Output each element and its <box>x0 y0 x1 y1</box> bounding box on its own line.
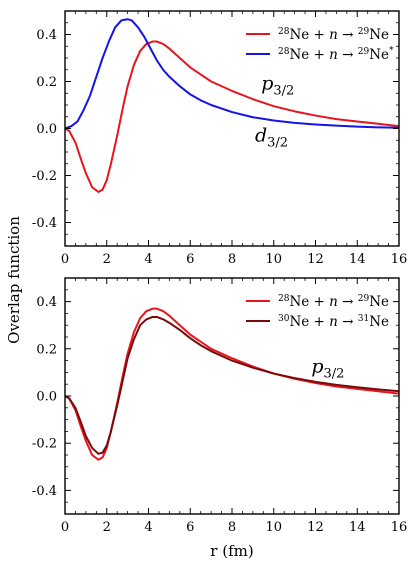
x-tick-label: 16 <box>391 520 408 535</box>
series-line-2 <box>65 315 399 455</box>
legend-entry: 28Ne + n → 29Ne <box>278 294 389 310</box>
orbital-annotation: d3/2 <box>255 124 288 150</box>
y-tick-label: -0.4 <box>32 484 57 499</box>
x-tick-label: 10 <box>265 252 282 267</box>
series-line-1 <box>65 40 399 193</box>
x-tick-label: 2 <box>103 520 111 535</box>
x-tick-label: 14 <box>349 520 366 535</box>
y-tick-label: 0.2 <box>36 75 57 90</box>
x-axis-label: r (fm) <box>210 542 253 560</box>
orbital-annotation: p3/2 <box>311 355 344 381</box>
x-tick-label: 12 <box>307 520 324 535</box>
y-tick-label: 0.0 <box>36 390 57 405</box>
orbital-annotation: p3/2 <box>261 73 294 99</box>
x-tick-label: 10 <box>265 520 282 535</box>
legend-entry: 30Ne + n → 31Ne <box>278 314 389 330</box>
x-tick-label: 12 <box>307 252 324 267</box>
x-tick-label: 6 <box>186 252 194 267</box>
legend-entry: 28Ne + n → 29Ne* <box>278 46 394 63</box>
x-tick-label: 2 <box>103 252 111 267</box>
y-tick-label: -0.4 <box>32 216 57 231</box>
x-tick-label: 0 <box>61 520 69 535</box>
x-tick-label: 14 <box>349 252 366 267</box>
top-panel: 0 2 4 6 8 10 12 14 16 -0.4 -0.2 0.0 0.2 0.4 28Ne + n →… <box>32 10 408 267</box>
y-tick-label: 0.0 <box>36 122 57 137</box>
x-tick-label: 8 <box>228 520 236 535</box>
y-tick-label: 0.4 <box>36 28 57 43</box>
y-tick-label: -0.2 <box>32 437 57 452</box>
x-tick-label: 16 <box>391 252 408 267</box>
x-tick-label: 8 <box>228 252 236 267</box>
x-tick-label: 0 <box>61 252 69 267</box>
bottom-panel: 0 2 4 6 8 10 12 14 16 -0.4 -0.2 0.0 0.2 0.4 28Ne + n →… <box>32 277 408 535</box>
y-axis-label: Overlap function <box>5 216 23 344</box>
x-tick-label: 4 <box>144 520 152 535</box>
x-tick-label: 4 <box>144 252 152 267</box>
series-line-2 <box>65 18 399 130</box>
x-tick-label: 6 <box>186 520 194 535</box>
legend-entry: 28Ne + n → 29Ne <box>278 27 389 43</box>
series-line-1 <box>65 307 399 461</box>
y-tick-label: -0.2 <box>32 169 57 184</box>
y-tick-label: 0.4 <box>36 295 57 310</box>
y-tick-label: 0.2 <box>36 342 57 357</box>
